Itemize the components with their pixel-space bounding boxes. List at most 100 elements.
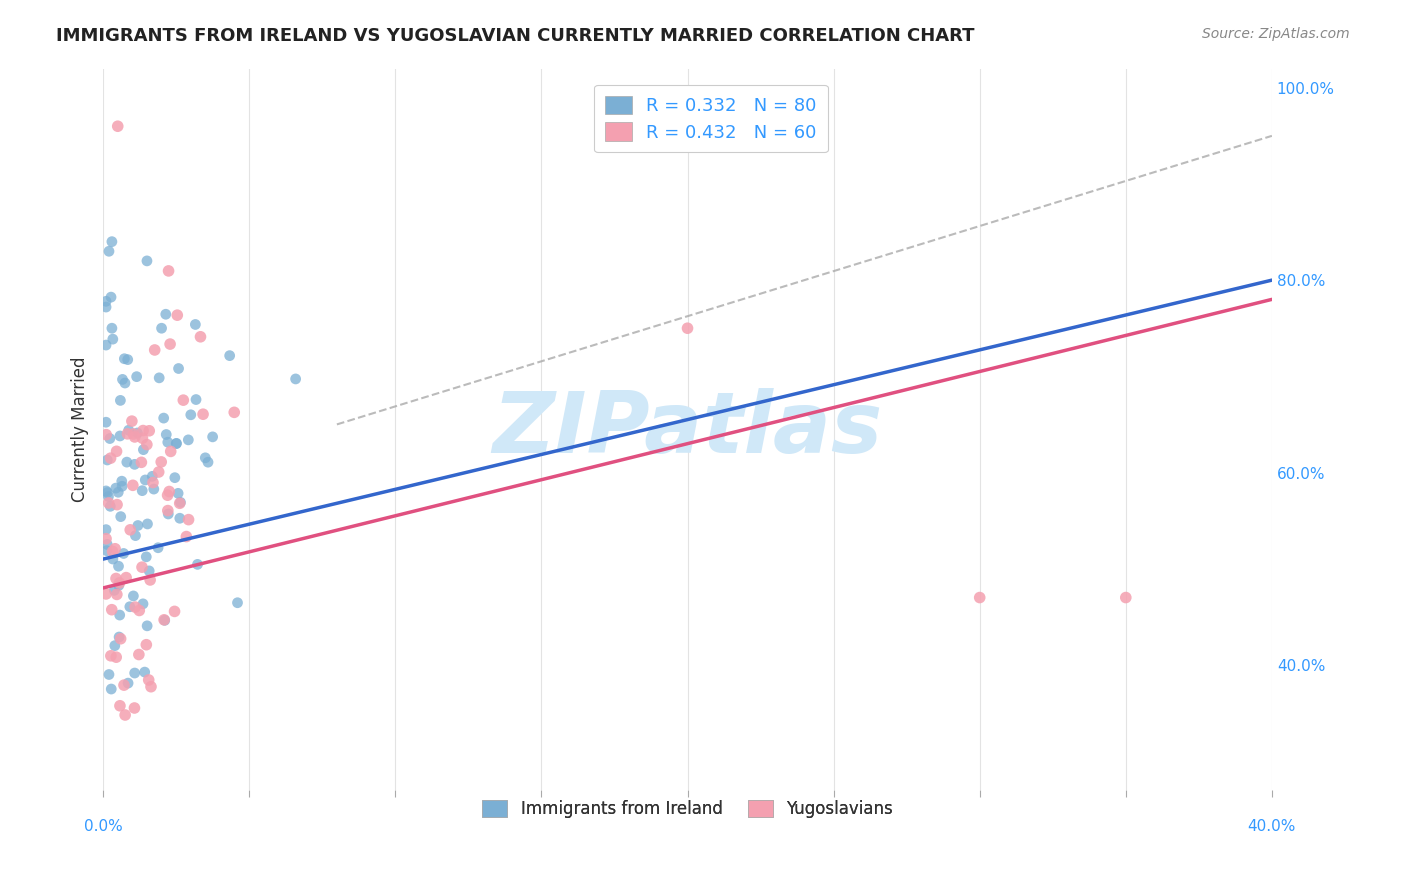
Point xyxy=(124,528,146,542)
Point xyxy=(124,701,146,715)
Point xyxy=(169,511,191,525)
Point xyxy=(112,678,135,692)
Point xyxy=(98,244,121,259)
Legend: Immigrants from Ireland, Yugoslavians: Immigrants from Ireland, Yugoslavians xyxy=(475,793,900,825)
Point xyxy=(114,708,136,723)
Point xyxy=(135,638,157,652)
Point xyxy=(969,591,991,605)
Point xyxy=(108,576,131,591)
Point xyxy=(114,376,136,390)
Point xyxy=(177,433,200,447)
Point xyxy=(94,483,117,498)
Point xyxy=(138,424,160,438)
Point xyxy=(117,676,139,690)
Point xyxy=(172,393,194,408)
Point xyxy=(165,436,187,450)
Point xyxy=(101,552,124,566)
Point xyxy=(201,430,224,444)
Point xyxy=(157,264,180,278)
Point xyxy=(184,392,207,407)
Point xyxy=(107,485,129,500)
Point xyxy=(157,507,180,521)
Point xyxy=(94,415,117,429)
Point xyxy=(125,369,148,384)
Point xyxy=(191,407,214,421)
Point xyxy=(153,613,176,627)
Point xyxy=(115,455,138,469)
Point xyxy=(132,442,155,457)
Point xyxy=(159,444,181,458)
Point xyxy=(124,430,146,444)
Point xyxy=(124,458,146,472)
Point xyxy=(134,473,156,487)
Point xyxy=(169,496,191,510)
Point xyxy=(134,665,156,679)
Point xyxy=(132,597,155,611)
Point xyxy=(98,667,121,681)
Point xyxy=(197,455,219,469)
Point xyxy=(194,450,217,465)
Point xyxy=(94,532,117,546)
Point xyxy=(104,481,127,495)
Point xyxy=(156,435,179,450)
Point xyxy=(105,498,128,512)
Point xyxy=(128,603,150,617)
Point xyxy=(143,343,166,357)
Point xyxy=(121,414,143,428)
Point xyxy=(100,681,122,696)
Point xyxy=(100,603,122,617)
Point xyxy=(105,587,128,601)
Point xyxy=(105,444,128,458)
Point xyxy=(96,427,118,442)
Point xyxy=(157,484,180,499)
Point xyxy=(153,613,176,627)
Point xyxy=(117,352,139,367)
Point xyxy=(136,516,159,531)
Text: 0.0%: 0.0% xyxy=(84,819,122,834)
Point xyxy=(118,599,141,614)
Point xyxy=(124,600,146,615)
Point xyxy=(107,120,129,134)
Text: ZIPatlas: ZIPatlas xyxy=(492,388,883,471)
Point xyxy=(131,455,153,469)
Point xyxy=(112,351,135,366)
Point xyxy=(100,648,122,663)
Point xyxy=(101,321,124,335)
Point xyxy=(96,537,118,551)
Point xyxy=(184,318,207,332)
Point xyxy=(218,349,240,363)
Point xyxy=(150,321,173,335)
Point xyxy=(94,587,117,601)
Point xyxy=(94,523,117,537)
Point xyxy=(136,253,159,268)
Point xyxy=(104,541,127,556)
Point xyxy=(94,338,117,352)
Point xyxy=(152,411,174,425)
Point xyxy=(169,495,191,509)
Point xyxy=(111,474,134,488)
Point xyxy=(101,235,124,249)
Point xyxy=(97,490,120,504)
Point xyxy=(127,518,149,533)
Point xyxy=(131,483,153,498)
Point xyxy=(156,503,179,517)
Point xyxy=(676,321,699,335)
Point xyxy=(110,632,132,646)
Point xyxy=(94,294,117,309)
Point xyxy=(101,332,124,346)
Point xyxy=(98,432,121,446)
Point xyxy=(186,558,208,572)
Point xyxy=(118,423,141,437)
Point xyxy=(96,453,118,467)
Point xyxy=(167,486,190,500)
Point xyxy=(100,451,122,466)
Point xyxy=(226,596,249,610)
Point xyxy=(135,549,157,564)
Point xyxy=(135,437,157,451)
Point xyxy=(177,513,200,527)
Point xyxy=(108,698,131,713)
Point xyxy=(107,578,129,592)
Point xyxy=(96,543,118,558)
Point xyxy=(127,425,149,440)
Point xyxy=(132,424,155,438)
